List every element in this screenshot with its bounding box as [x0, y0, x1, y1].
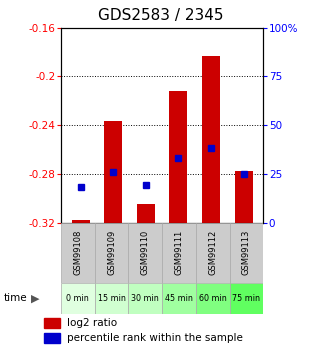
Text: GSM99109: GSM99109 — [107, 230, 116, 275]
Bar — [95, 283, 128, 314]
Bar — [61, 223, 95, 283]
Text: GSM99108: GSM99108 — [73, 230, 82, 275]
Bar — [162, 283, 196, 314]
Text: ▶: ▶ — [30, 294, 39, 304]
Text: 75 min: 75 min — [232, 294, 260, 303]
Bar — [95, 223, 128, 283]
Bar — [72, 220, 90, 223]
Text: GSM99112: GSM99112 — [208, 230, 217, 275]
Text: 45 min: 45 min — [165, 294, 193, 303]
Text: GSM99113: GSM99113 — [242, 230, 251, 275]
Text: 60 min: 60 min — [199, 294, 227, 303]
Bar — [202, 56, 220, 223]
Bar — [162, 223, 196, 283]
Bar — [44, 318, 60, 328]
Bar — [137, 204, 155, 223]
Text: 0 min: 0 min — [66, 294, 89, 303]
Bar — [230, 223, 263, 283]
Text: GSM99111: GSM99111 — [174, 230, 184, 275]
Bar — [61, 283, 95, 314]
Text: time: time — [3, 294, 27, 303]
Bar — [196, 223, 230, 283]
Text: 15 min: 15 min — [98, 294, 126, 303]
Bar — [230, 283, 263, 314]
Text: 30 min: 30 min — [131, 294, 159, 303]
Bar — [104, 121, 122, 223]
Bar — [196, 283, 230, 314]
Bar — [128, 283, 162, 314]
Text: log2 ratio: log2 ratio — [67, 318, 117, 328]
Bar — [169, 91, 187, 223]
Text: GDS2583 / 2345: GDS2583 / 2345 — [98, 8, 223, 23]
Text: GSM99110: GSM99110 — [141, 230, 150, 275]
Text: percentile rank within the sample: percentile rank within the sample — [67, 333, 243, 343]
Bar — [235, 171, 253, 223]
Bar — [44, 333, 60, 343]
Bar — [128, 223, 162, 283]
